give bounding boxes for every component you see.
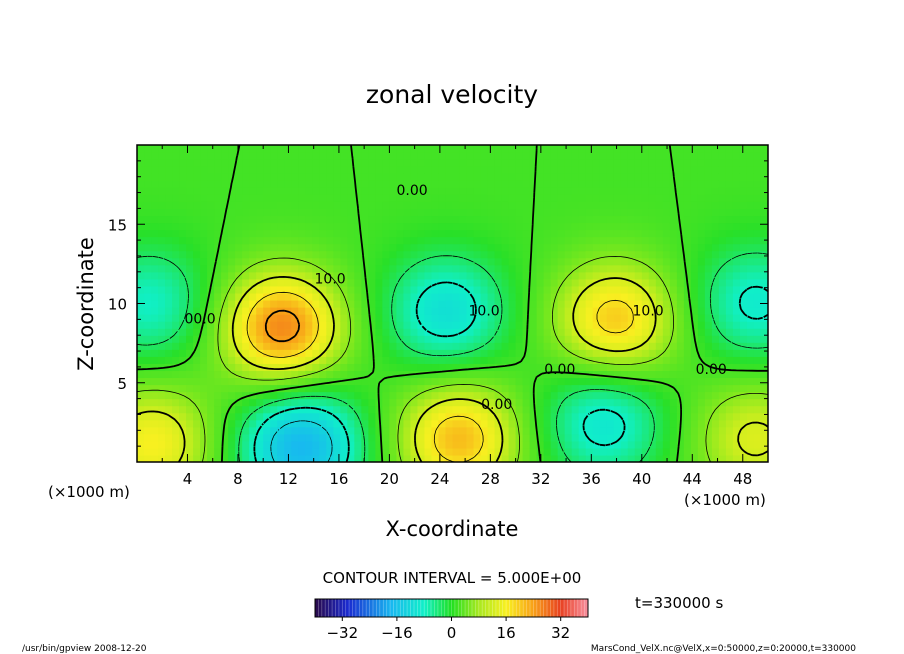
colorbar-tick-label: −32: [326, 624, 358, 642]
x-axis-ticks: 4 8 12 16 20 24 28 32 36 40 44 48: [161, 145, 752, 488]
contour-label: 00.0: [185, 311, 216, 327]
colorbar-stripes: [314, 599, 589, 617]
x-tick-label: 28: [481, 470, 500, 488]
contour-line: [246, 291, 634, 462]
y-tick-label: 10: [108, 296, 127, 314]
colorbar: −32 −16 0 16 32: [314, 598, 589, 642]
contour-line: [137, 256, 768, 462]
y-tick-label: 15: [108, 216, 127, 234]
contour-label: 10.0: [633, 303, 664, 319]
contour-line: [137, 276, 768, 462]
x-tick-label: 12: [279, 470, 298, 488]
heatmap-field: [137, 145, 768, 462]
x-tick-label: 40: [632, 470, 651, 488]
x-tick-label: 48: [733, 470, 752, 488]
y-axis-ticks: 5 10 15: [108, 160, 768, 447]
x-tick-label: 4: [183, 470, 193, 488]
x-unit-label-right: (×1000 m): [684, 491, 766, 509]
contour-labels: 0.00 10.0 00.0 10.0 0.00 0.00 10.0 0.00: [185, 183, 727, 413]
x-tick-label: 16: [329, 470, 348, 488]
contour-label: 0.00: [544, 362, 575, 378]
x-unit-label-left: (×1000 m): [48, 483, 130, 501]
chart-title: zonal velocity: [366, 80, 538, 109]
colorbar-gradient: [315, 599, 588, 617]
y-axis-label: Z-coordinate: [74, 237, 98, 371]
x-tick-label: 20: [380, 470, 399, 488]
x-tick-label: 36: [582, 470, 601, 488]
contour-lines: [137, 145, 768, 462]
colorbar-tick-label: 0: [447, 624, 457, 642]
contour-line: [264, 309, 301, 343]
contour-line: [270, 420, 333, 462]
colorbar-tick-label: −16: [381, 624, 413, 642]
time-label: t=330000 s: [635, 594, 723, 612]
contour-label: 10.0: [315, 272, 346, 288]
x-tick-label: 32: [531, 470, 550, 488]
contour-label: 0.00: [481, 397, 512, 413]
contour-label: 10.0: [469, 303, 500, 319]
contour-label: 0.00: [696, 362, 727, 378]
contour-line: [137, 145, 768, 462]
contour-interval-text: CONTOUR INTERVAL = 5.000E+00: [323, 569, 582, 587]
contour-line: [137, 252, 768, 462]
y-tick-label: 5: [117, 375, 127, 393]
x-tick-label: 24: [430, 470, 449, 488]
colorbar-tick-label: 32: [551, 624, 570, 642]
colorbar-ticks: −32 −16 0 16 32: [326, 617, 570, 642]
x-tick-label: 44: [683, 470, 702, 488]
x-axis-label: X-coordinate: [386, 517, 519, 541]
contour-label: 0.00: [397, 183, 428, 199]
colorbar-tick-label: 16: [497, 624, 516, 642]
footer-left: /usr/bin/gpview 2008-12-20: [22, 644, 147, 654]
contour-line: [253, 281, 768, 462]
footer-right: MarsCond_VelX.nc@VelX,x=0:50000,z=0:2000…: [591, 644, 856, 654]
x-tick-label: 8: [233, 470, 243, 488]
